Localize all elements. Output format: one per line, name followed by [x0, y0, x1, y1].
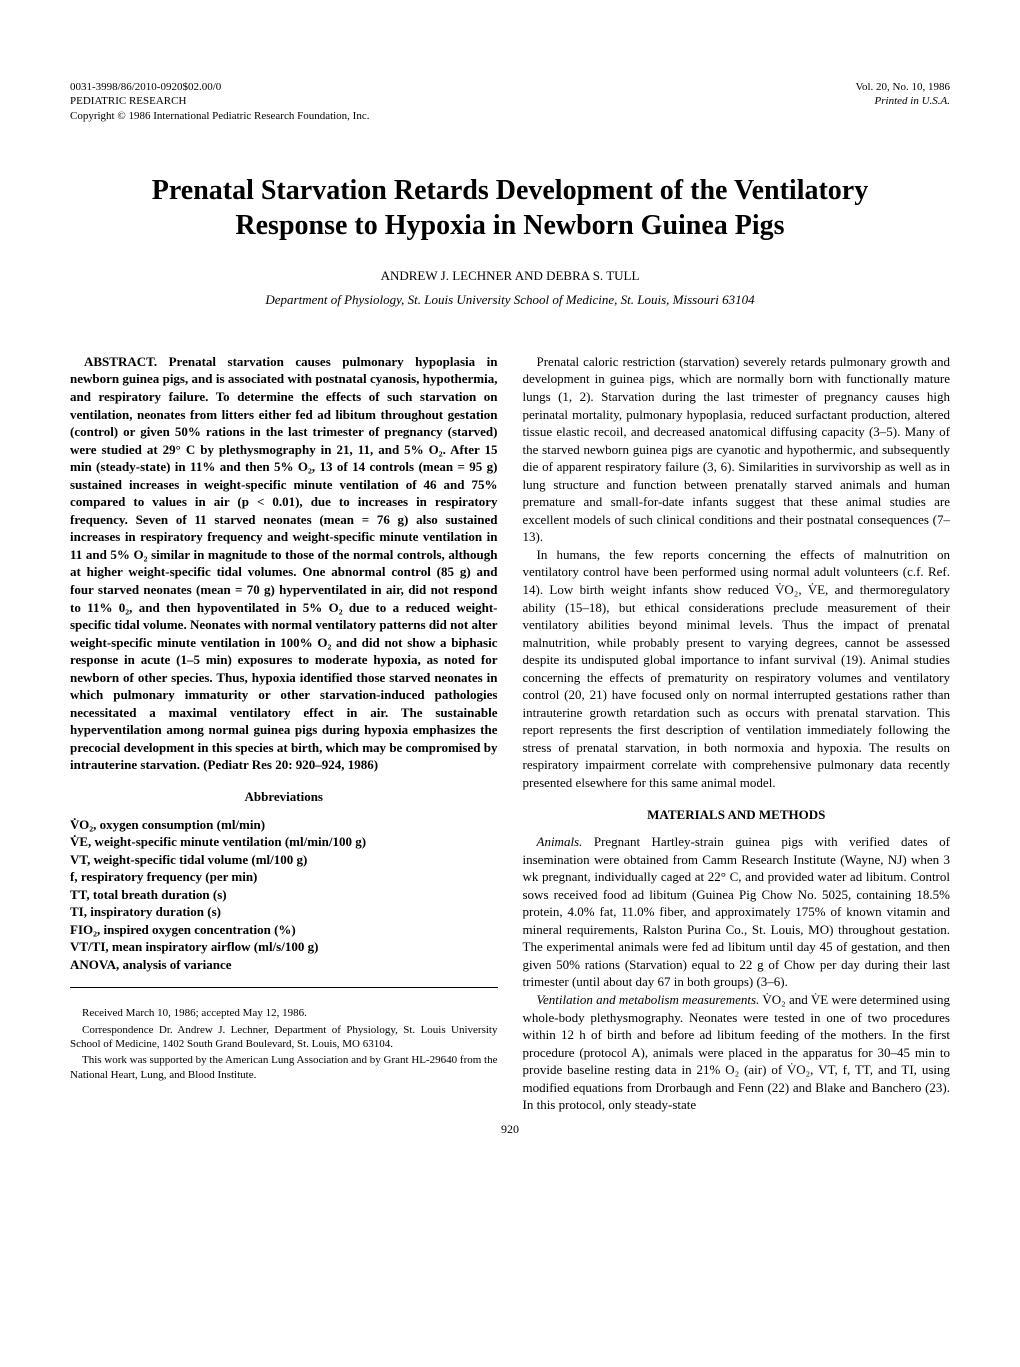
footnote-correspondence: Correspondence Dr. Andrew J. Lechner, De… [70, 1023, 498, 1052]
abstract-label: ABSTRACT. [84, 354, 157, 369]
abbrev-item: VT/TI, mean inspiratory airflow (ml/s/10… [70, 939, 318, 954]
abbrev-item: FIO₂, inspired oxygen concentration (%) [70, 922, 296, 937]
header-journal: PEDIATRIC RESEARCH [70, 94, 369, 108]
header-copyright: Copyright © 1986 International Pediatric… [70, 109, 369, 123]
methods-text-2: V̇O₂ and V̇E were determined using whole… [523, 992, 951, 1112]
abbrev-item: f, respiratory frequency (per min) [70, 869, 257, 884]
authors: ANDREW J. LECHNER AND DEBRA S. TULL [70, 268, 950, 284]
intro-para-2: In humans, the few reports concerning th… [523, 546, 951, 792]
abbrev-item: TI, inspiratory duration (s) [70, 904, 221, 919]
abbreviations-heading: Abbreviations [70, 788, 498, 806]
abstract-text: Prenatal starvation causes pulmonary hyp… [70, 354, 498, 773]
header-idline: 0031-3998/86/2010-0920$02.00/0 [70, 80, 369, 94]
methods-lead-2: Ventilation and metabolism measurements. [537, 992, 760, 1007]
methods-para-2: Ventilation and metabolism measurements.… [523, 991, 951, 1114]
abbreviations-list: V̇O₂, oxygen consumption (ml/min) V̇E, w… [70, 816, 498, 974]
journal-header: 0031-3998/86/2010-0920$02.00/0 PEDIATRIC… [70, 80, 950, 123]
abbrev-item: VT, weight-specific tidal volume (ml/100… [70, 852, 307, 867]
header-right: Vol. 20, No. 10, 1986 Printed in U.S.A. [855, 80, 950, 123]
header-left: 0031-3998/86/2010-0920$02.00/0 PEDIATRIC… [70, 80, 369, 123]
abbrev-item: V̇E, weight-specific minute ventilation … [70, 834, 366, 849]
page-number: 920 [70, 1122, 950, 1137]
methods-text-1: Pregnant Hartley-strain guinea pigs with… [523, 834, 951, 989]
abbrev-item: TT, total breath duration (s) [70, 887, 227, 902]
abstract-paragraph: ABSTRACT. Prenatal starvation causes pul… [70, 353, 498, 774]
left-column: ABSTRACT. Prenatal starvation causes pul… [70, 353, 498, 1114]
intro-para-1: Prenatal caloric restriction (starvation… [523, 353, 951, 546]
body-columns: ABSTRACT. Prenatal starvation causes pul… [70, 353, 950, 1114]
right-column: Prenatal caloric restriction (starvation… [523, 353, 951, 1114]
article-title: Prenatal Starvation Retards Development … [130, 173, 890, 243]
footnote-divider [70, 987, 498, 988]
footnotes: Received March 10, 1986; accepted May 12… [70, 1006, 498, 1081]
footnote-received: Received March 10, 1986; accepted May 12… [70, 1006, 498, 1020]
methods-lead-1: Animals. [537, 834, 583, 849]
header-printed: Printed in U.S.A. [855, 94, 950, 108]
affiliation: Department of Physiology, St. Louis Univ… [70, 292, 950, 308]
methods-heading: MATERIALS AND METHODS [523, 806, 951, 824]
header-volume: Vol. 20, No. 10, 1986 [855, 80, 950, 94]
abbrev-item: V̇O₂, oxygen consumption (ml/min) [70, 817, 265, 832]
abbrev-item: ANOVA, analysis of variance [70, 957, 232, 972]
methods-para-1: Animals. Pregnant Hartley-strain guinea … [523, 833, 951, 991]
footnote-support: This work was supported by the American … [70, 1053, 498, 1082]
